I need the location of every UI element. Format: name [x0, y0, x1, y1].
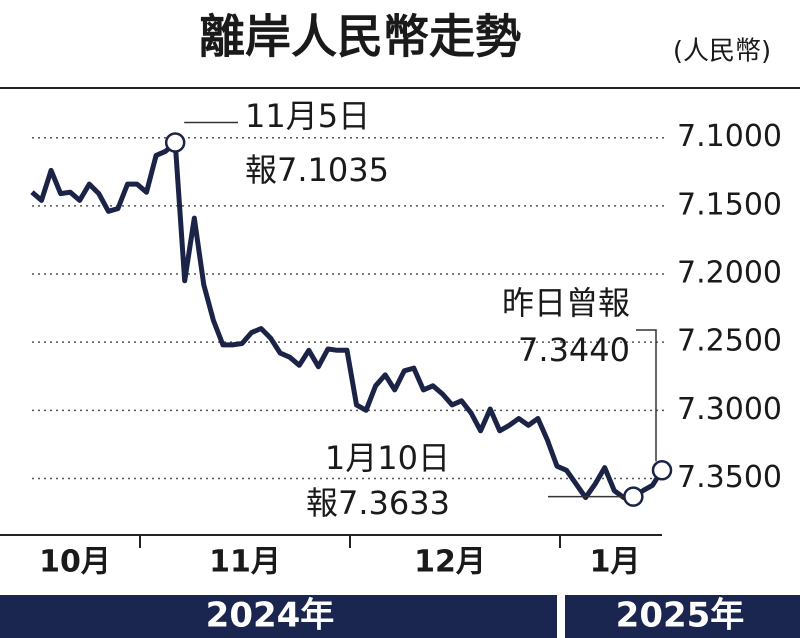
annotation: 報7.1035 [245, 151, 389, 189]
annotation: 11月5日 [245, 97, 370, 135]
highlight-point [164, 132, 186, 153]
x-tick-label: 1月 [590, 545, 641, 580]
y-tick-label: 7.1500 [677, 187, 782, 222]
annotation: 1月10日 [325, 439, 450, 477]
unit-label: (人民幣) [673, 37, 771, 67]
year-band [0, 595, 557, 638]
leader-line [636, 329, 657, 462]
x-tick-label: 10月 [39, 545, 111, 580]
highlight-point [623, 486, 644, 507]
y-tick-label: 7.2500 [677, 324, 782, 359]
year-label: 2024年 [206, 596, 335, 636]
highlight-point [651, 460, 673, 481]
y-tick-label: 7.1000 [677, 119, 782, 154]
y-tick-label: 7.2000 [677, 256, 782, 291]
annotation: 昨日曾報 [502, 284, 630, 322]
x-tick-label: 12月 [414, 545, 486, 580]
x-tick-label: 11月 [209, 545, 281, 580]
year-label: 2025年 [616, 596, 745, 636]
annotation: 7.3440 [518, 331, 630, 369]
y-tick-label: 7.3500 [677, 460, 782, 495]
annotation: 報7.3633 [306, 484, 450, 522]
year-band [565, 595, 800, 638]
y-tick-label: 7.3000 [677, 392, 782, 427]
chart-title: 離岸人民幣走勢 [199, 10, 521, 64]
price-line [30, 140, 665, 501]
